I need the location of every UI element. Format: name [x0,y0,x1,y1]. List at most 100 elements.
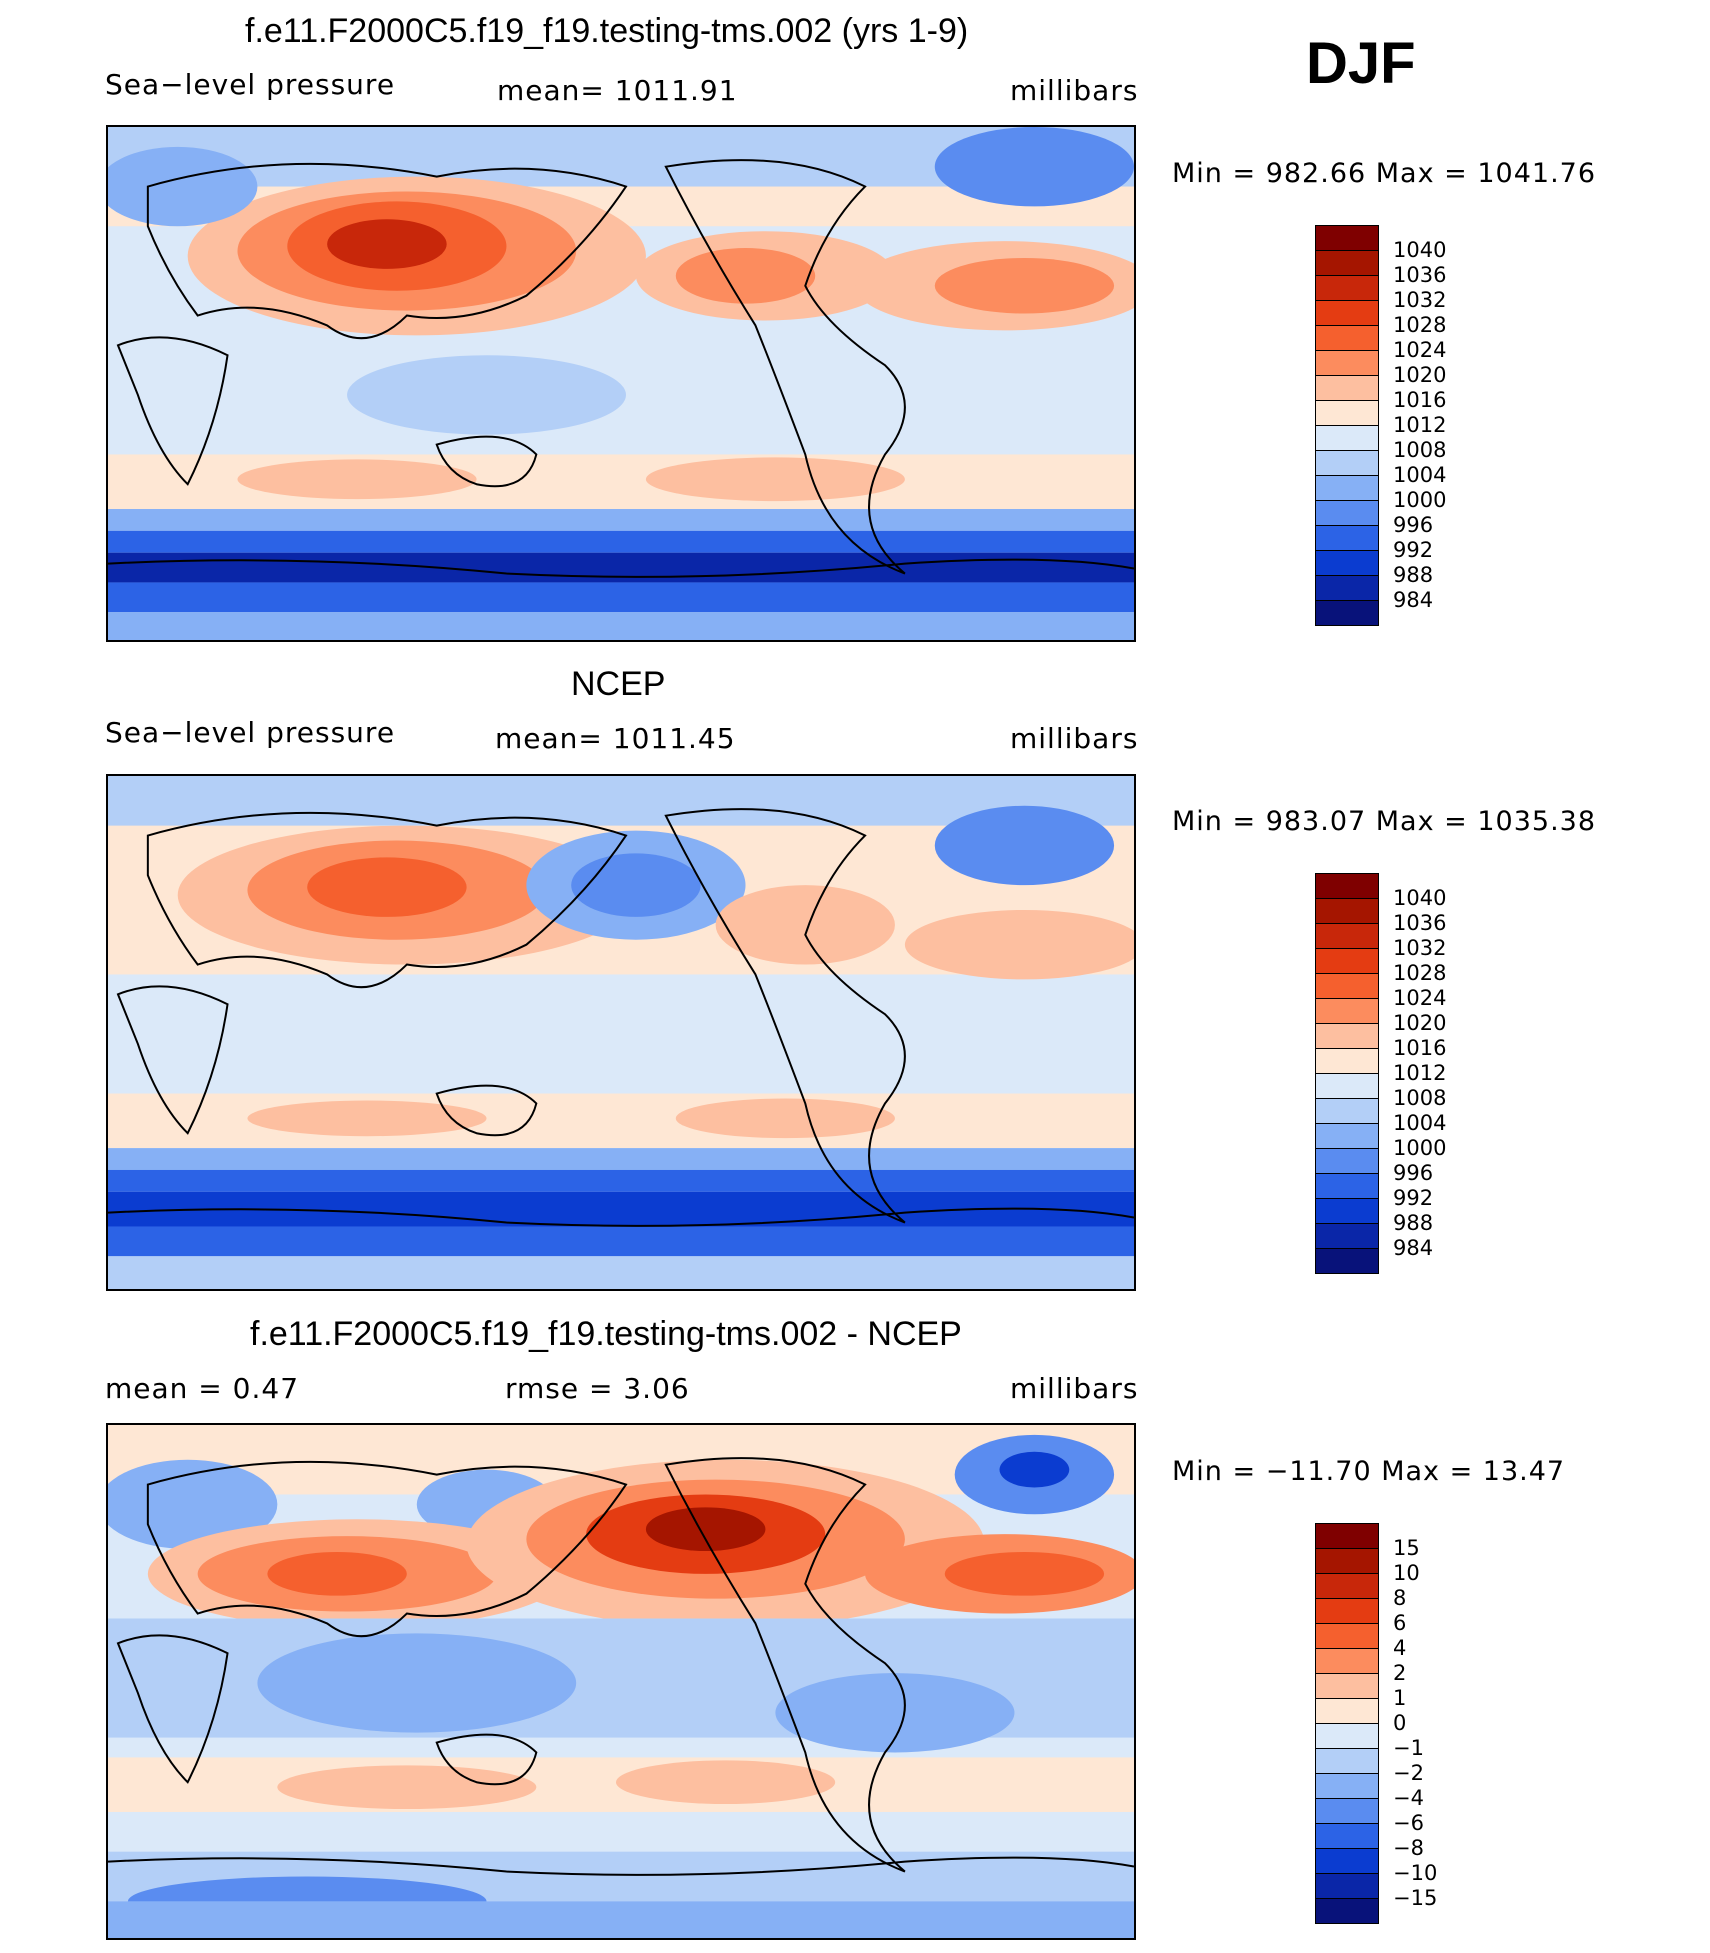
colorbar-swatch [1315,500,1379,526]
panel-3-minmax: Min = −11.70 Max = 13.47 [1172,1456,1566,1487]
colorbar-swatch [1315,1073,1379,1099]
colorbar-swatch [1315,1148,1379,1174]
colorbar-label: 1012 [1393,413,1447,437]
panel-1-variable-label: Sea−level pressure [105,68,396,101]
colorbar-label: 15 [1393,1536,1420,1560]
colorbar-swatch [1315,1873,1379,1899]
season-label: DJF [1306,31,1416,96]
panel-2-units-label: millibars [1010,722,1139,755]
colorbar-swatch [1315,1848,1379,1874]
colorbar-swatch [1315,1198,1379,1224]
panel-3-title: f.e11.F2000C5.f19_f19.testing-tms.002 - … [250,1315,962,1353]
panel-3-units-label: millibars [1010,1372,1139,1405]
colorbar-swatch [1315,1123,1379,1149]
colorbar-swatch [1315,600,1379,626]
panel-1-units-label: millibars [1010,74,1139,107]
colorbar-label: 996 [1393,1161,1434,1185]
colorbar-label: 1028 [1393,961,1447,985]
colorbar-label: 1040 [1393,238,1447,262]
panel-2-mean-label: mean= 1011.45 [495,722,736,755]
panel-2-title: NCEP [571,665,666,703]
panel-3-map [106,1423,1136,1940]
colorbar-label: 1 [1393,1686,1407,1710]
colorbar-label: 0 [1393,1711,1407,1735]
colorbar-swatch [1315,1823,1379,1849]
colorbar-label: 1012 [1393,1061,1447,1085]
colorbar-label: 1004 [1393,1111,1447,1135]
panel-1-map [106,125,1136,642]
colorbar-label: 1020 [1393,1011,1447,1035]
panel-3-colorbar: 15 10 8 6 4 2 1 0 −1 −2 −4 −6 −8 −10 −15 [1315,1523,1515,1928]
colorbar-label: 1008 [1393,438,1447,462]
panel-3-mean-label: mean = 0.47 [105,1372,300,1405]
colorbar-swatch [1315,973,1379,999]
colorbar-label: 10 [1393,1561,1420,1585]
colorbar-label: −4 [1393,1786,1424,1810]
colorbar-label: 1004 [1393,463,1447,487]
colorbar-swatch [1315,1673,1379,1699]
colorbar-label: −10 [1393,1861,1438,1885]
colorbar-label: 8 [1393,1586,1407,1610]
panel-2-minmax: Min = 983.07 Max = 1035.38 [1172,806,1597,837]
colorbar-swatch [1315,1573,1379,1599]
panel-1-minmax: Min = 982.66 Max = 1041.76 [1172,158,1597,189]
colorbar-label: −8 [1393,1836,1424,1860]
panel-2-colorbar: 1040 1036 1032 1028 1024 1020 1016 1012 1008 1004… [1315,873,1515,1278]
colorbar-swatch [1315,1173,1379,1199]
colorbar-label: 4 [1393,1636,1407,1660]
colorbar-label: 1016 [1393,388,1447,412]
colorbar-swatch [1315,1748,1379,1774]
colorbar-label: 988 [1393,563,1434,587]
colorbar-label: −1 [1393,1736,1424,1760]
colorbar-label: 1024 [1393,338,1447,362]
colorbar-swatch [1315,350,1379,376]
colorbar-label: 1000 [1393,488,1447,512]
colorbar-swatch [1315,1598,1379,1624]
colorbar-label: 1000 [1393,1136,1447,1160]
panel-3-rmse-label: rmse = 3.06 [505,1372,690,1405]
colorbar-swatch [1315,1023,1379,1049]
colorbar-swatch [1315,425,1379,451]
colorbar-label: −2 [1393,1761,1424,1785]
colorbar-swatch [1315,1698,1379,1724]
colorbar-swatch [1315,575,1379,601]
colorbar-swatch [1315,923,1379,949]
colorbar-label: −6 [1393,1811,1424,1835]
colorbar-swatch [1315,375,1379,401]
colorbar-swatch [1315,550,1379,576]
colorbar-swatch [1315,1773,1379,1799]
colorbar-label: 988 [1393,1211,1434,1235]
colorbar-swatch [1315,1898,1379,1924]
panel-2-variable-label: Sea−level pressure [105,716,396,749]
colorbar-label: 984 [1393,1236,1434,1260]
colorbar-swatch [1315,998,1379,1024]
colorbar-label: 992 [1393,1186,1434,1210]
colorbar-swatch [1315,475,1379,501]
panel-2-map [106,774,1136,1291]
colorbar-label: 992 [1393,538,1434,562]
colorbar-label: −15 [1393,1886,1438,1910]
colorbar-swatch [1315,225,1379,251]
colorbar-label: 1032 [1393,288,1447,312]
colorbar-label: 1036 [1393,263,1447,287]
colorbar-swatch [1315,1523,1379,1549]
colorbar-label: 984 [1393,588,1434,612]
colorbar-swatch [1315,1648,1379,1674]
colorbar-label: 6 [1393,1611,1407,1635]
colorbar-swatch [1315,300,1379,326]
colorbar-swatch [1315,250,1379,276]
colorbar-label: 1008 [1393,1086,1447,1110]
colorbar-swatch [1315,898,1379,924]
colorbar-label: 1020 [1393,363,1447,387]
colorbar-swatch [1315,1548,1379,1574]
colorbar-swatch [1315,525,1379,551]
colorbar-label: 1016 [1393,1036,1447,1060]
colorbar-swatch [1315,325,1379,351]
panel-1-colorbar: 1040 1036 1032 1028 1024 1020 1016 1012 1008 1004… [1315,225,1515,630]
colorbar-label: 1032 [1393,936,1447,960]
colorbar-swatch [1315,1623,1379,1649]
colorbar-swatch [1315,1798,1379,1824]
colorbar-label: 1028 [1393,313,1447,337]
colorbar-swatch [1315,275,1379,301]
panel-1-title: f.e11.F2000C5.f19_f19.testing-tms.002 (y… [245,12,969,50]
